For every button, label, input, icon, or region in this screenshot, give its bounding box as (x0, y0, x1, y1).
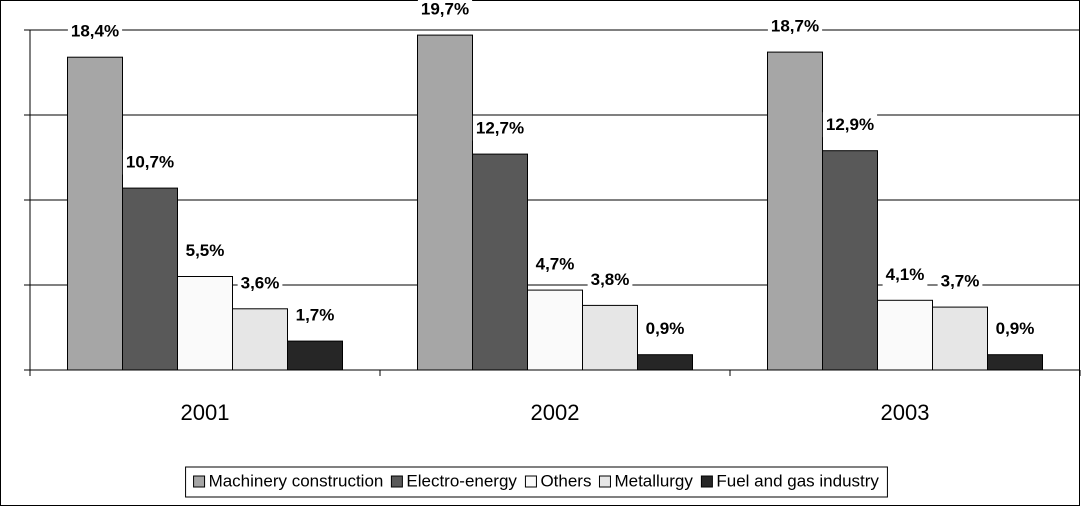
value-label-bg (67, 18, 123, 44)
value-label-bg (822, 112, 878, 138)
value-label: 5,5% (186, 241, 225, 260)
bar (472, 153, 528, 371)
bar (417, 34, 473, 371)
bar (932, 306, 988, 371)
legend-swatch (598, 475, 611, 488)
bar (67, 56, 123, 371)
value-label: 19,7% (421, 0, 469, 19)
value-label: 18,7% (771, 17, 819, 36)
value-label: 4,7% (536, 255, 575, 274)
value-label-bg (122, 149, 178, 175)
legend-label: Others (540, 471, 591, 490)
bar (987, 354, 1043, 371)
bar (637, 354, 693, 371)
value-label: 12,9% (826, 115, 874, 134)
legend-label: Machinery construction (209, 471, 384, 490)
legend-swatch (193, 475, 206, 488)
bar (122, 187, 178, 371)
bar (177, 276, 233, 371)
x-tick-label: 2002 (531, 400, 580, 425)
value-label-bg (937, 268, 983, 294)
value-label-bg (882, 261, 928, 287)
value-label-bg (587, 266, 633, 292)
legend-label: Metallurgy (614, 471, 693, 490)
value-label: 3,7% (941, 272, 980, 291)
x-tick-label: 2003 (881, 400, 930, 425)
value-label-bg (642, 316, 688, 342)
value-label: 3,8% (591, 270, 630, 289)
value-label-bg (182, 237, 228, 263)
bar (287, 340, 343, 371)
value-label: 3,6% (241, 273, 280, 292)
bar (232, 308, 288, 371)
legend-swatch (390, 475, 403, 488)
bar (822, 150, 878, 371)
legend-swatch (700, 475, 713, 488)
bar (582, 304, 638, 371)
legend-label: Electro-energy (406, 471, 517, 490)
value-label-bg (767, 13, 823, 39)
value-label-bg (532, 251, 578, 277)
value-label: 1,7% (296, 306, 335, 325)
bar (767, 51, 823, 371)
bar (877, 299, 933, 371)
value-label: 10,7% (126, 153, 174, 172)
value-label-bg (992, 316, 1038, 342)
legend-label: Fuel and gas industry (716, 471, 879, 490)
value-label: 18,4% (71, 22, 119, 41)
value-label: 0,9% (646, 319, 685, 338)
value-label-bg (417, 0, 473, 22)
bar (527, 289, 583, 371)
value-label: 0,9% (996, 319, 1035, 338)
x-tick-label: 2001 (181, 400, 230, 425)
value-label-bg (472, 115, 528, 141)
legend-swatch (524, 475, 537, 488)
value-label-bg (237, 270, 283, 296)
value-label: 12,7% (476, 119, 524, 138)
value-label: 4,1% (886, 265, 925, 284)
value-label-bg (292, 302, 338, 328)
